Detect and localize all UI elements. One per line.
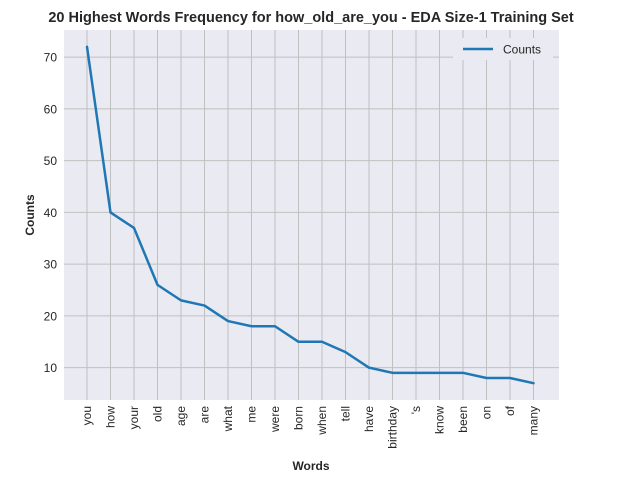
x-tick-label: old bbox=[151, 406, 165, 422]
y-tick-label: 50 bbox=[44, 154, 58, 168]
x-tick-label: age bbox=[174, 406, 188, 426]
y-tick-label: 20 bbox=[44, 309, 58, 323]
grid bbox=[64, 30, 559, 400]
chart-title: 20 Highest Words Frequency for how_old_a… bbox=[48, 10, 574, 26]
x-tick-label: what bbox=[221, 405, 235, 432]
y-axis: 10 20 30 40 50 60 70 bbox=[44, 51, 58, 375]
y-tick-label: 60 bbox=[44, 102, 58, 116]
x-tick-label: were bbox=[268, 406, 282, 433]
x-tick-label: tell bbox=[339, 406, 353, 421]
x-tick-label: 's bbox=[409, 406, 423, 414]
y-tick-label: 40 bbox=[44, 206, 58, 220]
x-tick-label: have bbox=[362, 406, 376, 432]
y-tick-label: 30 bbox=[44, 258, 58, 272]
x-tick-label: your bbox=[127, 406, 141, 429]
x-axis-label: Words bbox=[292, 459, 329, 473]
y-axis-label: Counts bbox=[23, 194, 37, 236]
y-tick-label: 10 bbox=[44, 361, 58, 375]
x-tick-label: on bbox=[480, 406, 494, 419]
x-axis: you how your old age are what me were born when tel… bbox=[80, 405, 541, 448]
x-tick-label: birthday bbox=[386, 406, 400, 449]
x-tick-label: of bbox=[503, 405, 517, 416]
series-line-counts bbox=[85, 45, 535, 385]
series-group bbox=[85, 45, 535, 385]
x-tick-label: know bbox=[433, 406, 447, 434]
x-tick-label: me bbox=[245, 406, 259, 423]
legend: Counts bbox=[453, 38, 553, 60]
plot-area bbox=[64, 30, 559, 400]
x-tick-label: born bbox=[292, 406, 306, 430]
x-tick-label: are bbox=[198, 406, 212, 424]
legend-label-counts: Counts bbox=[503, 43, 541, 57]
x-tick-label: when bbox=[315, 406, 329, 436]
x-tick-label: many bbox=[527, 406, 541, 435]
x-tick-label: you bbox=[80, 406, 94, 425]
legend-box bbox=[453, 38, 553, 60]
x-tick-label: how bbox=[104, 406, 118, 428]
y-tick-label: 70 bbox=[44, 51, 58, 65]
x-tick-label: been bbox=[456, 406, 470, 433]
